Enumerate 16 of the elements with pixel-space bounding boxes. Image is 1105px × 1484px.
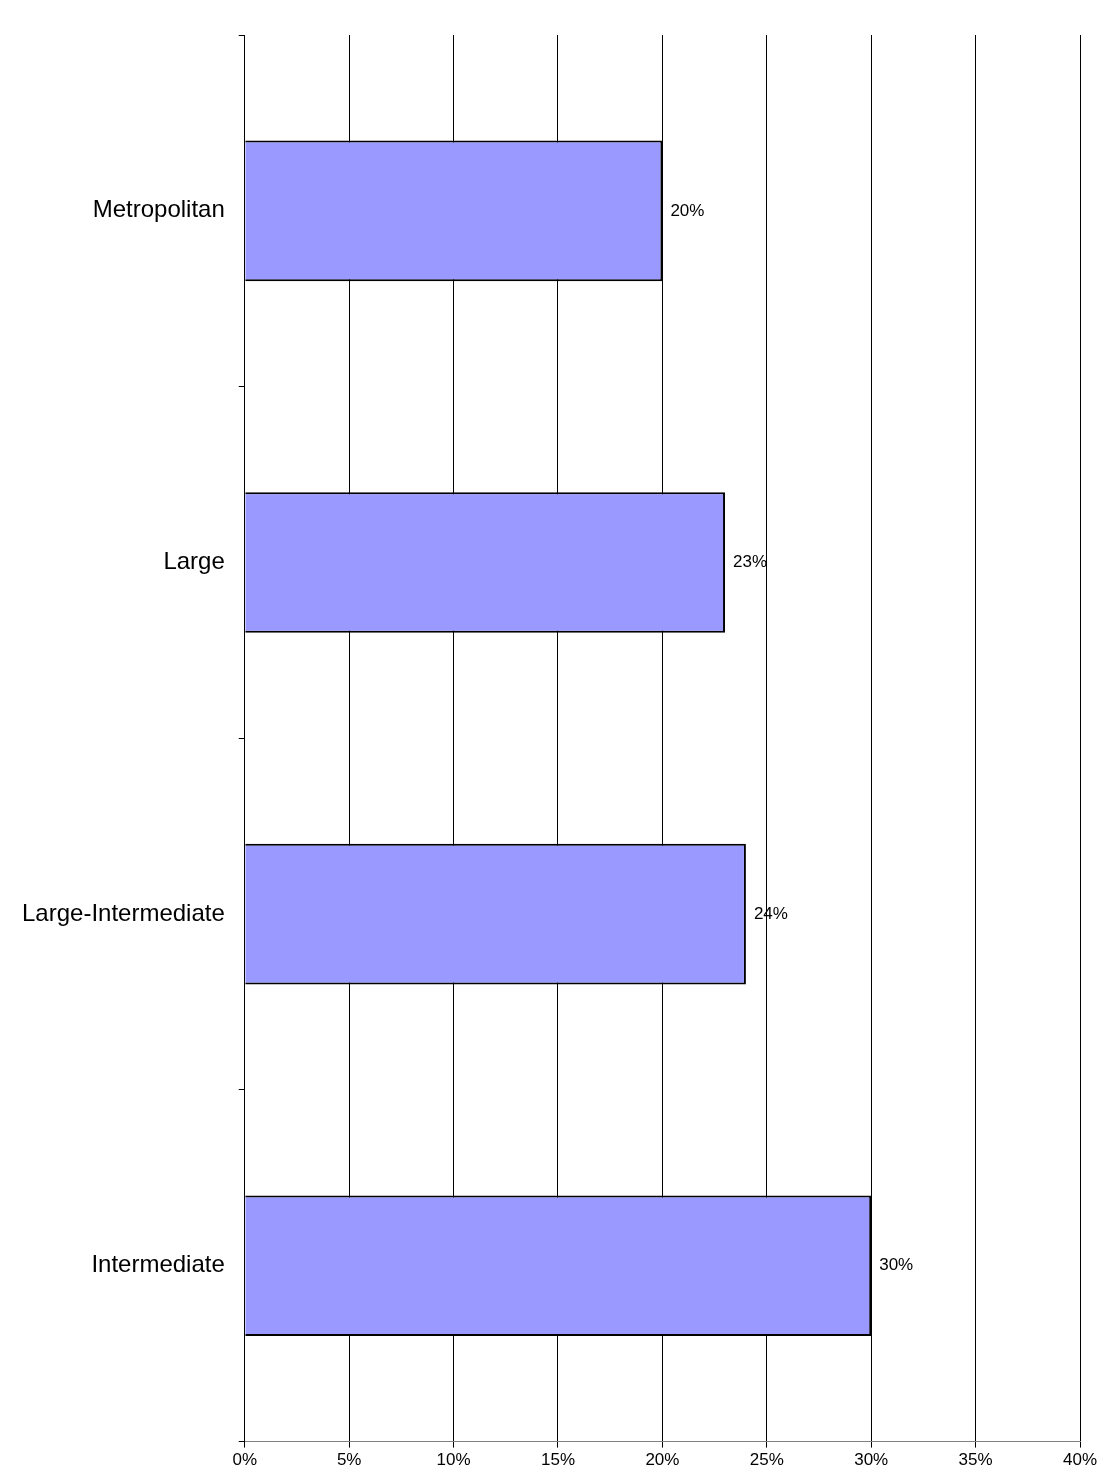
x-tick-label: 35% <box>958 1450 993 1470</box>
x-tick-label: 25% <box>749 1450 784 1470</box>
data-label: 20% <box>670 200 705 220</box>
x-tick-label: 0% <box>232 1450 258 1470</box>
x-tick-label: 20% <box>645 1450 680 1470</box>
y-tick-label: Intermediate <box>91 1250 225 1278</box>
x-tick-label: 5% <box>336 1450 362 1470</box>
x-tick-label: 15% <box>540 1450 575 1470</box>
x-tick-label: 30% <box>854 1450 889 1470</box>
x-tick-label: 10% <box>436 1450 471 1470</box>
data-label: 30% <box>879 1255 914 1275</box>
x-tick-label: 40% <box>1062 1450 1098 1470</box>
y-tick-label: Metropolitan <box>92 195 225 223</box>
y-tick-label: Large <box>163 547 225 575</box>
y-tick-label: Large-Intermediate <box>22 898 225 926</box>
data-label: 23% <box>733 552 768 572</box>
